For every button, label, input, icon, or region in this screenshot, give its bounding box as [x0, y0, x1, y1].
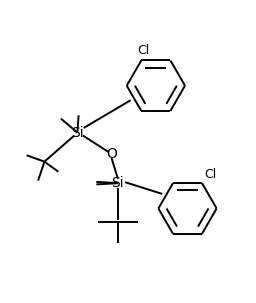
Text: Cl: Cl: [205, 168, 217, 181]
Text: Cl: Cl: [138, 44, 150, 57]
Text: Si: Si: [112, 176, 124, 190]
Text: Si: Si: [71, 125, 84, 139]
Text: O: O: [106, 147, 117, 161]
